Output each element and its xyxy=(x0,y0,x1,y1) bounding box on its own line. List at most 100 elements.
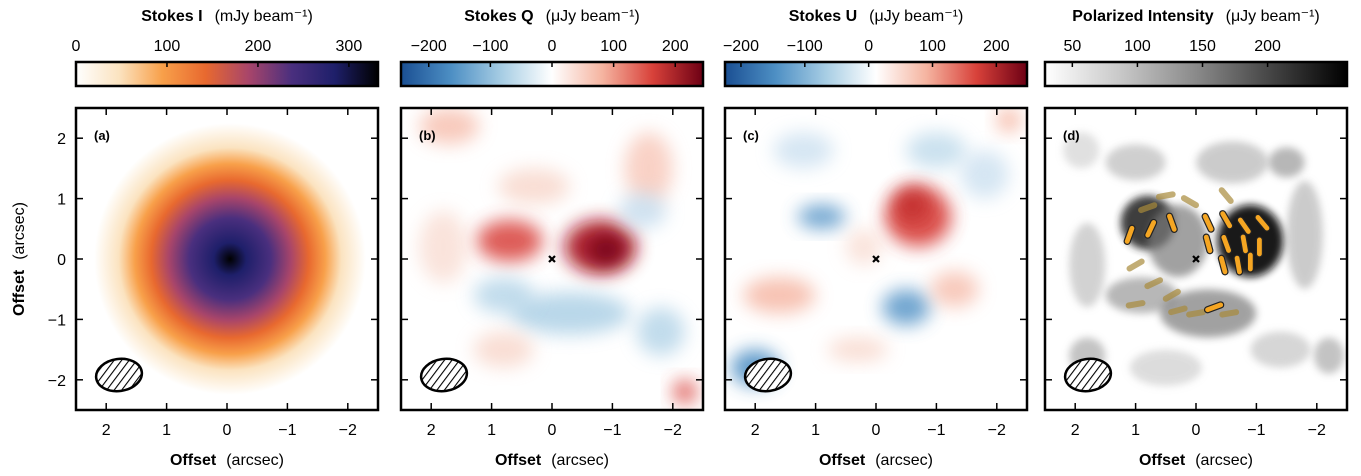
beam xyxy=(419,357,469,393)
polarization-vector xyxy=(1138,202,1158,214)
polarization-vector xyxy=(1255,236,1264,258)
x-tick-label: −1 xyxy=(1247,422,1265,439)
x-tick-label: 0 xyxy=(223,422,232,439)
x-tick-label: −2 xyxy=(339,422,357,439)
x-tick-label: 1 xyxy=(487,422,496,439)
y-tick-label: 1 xyxy=(57,192,66,209)
x-tick-label: 0 xyxy=(1192,422,1201,439)
colorbar-title-unit: (mJy beam⁻¹) xyxy=(215,8,313,25)
polarization-vector xyxy=(1201,212,1215,233)
emission xyxy=(773,132,834,169)
emission xyxy=(996,108,1021,133)
emission xyxy=(618,192,667,229)
colorbar xyxy=(1043,60,1349,88)
polarization-vector xyxy=(1144,218,1158,239)
colorbar-tick-label: 200 xyxy=(662,38,689,55)
colorbar-tick-label: 100 xyxy=(154,38,181,55)
x-axis-unit: (arcsec) xyxy=(551,452,609,469)
colorbar-tick-label: 100 xyxy=(919,38,946,55)
colorbar-title-name: Stokes I xyxy=(141,8,202,25)
colorbar-title-unit: (μJy beam⁻¹) xyxy=(546,8,640,25)
colorbar-tick-label: 200 xyxy=(983,38,1010,55)
colorbar-tick-label: 200 xyxy=(1254,38,1281,55)
colorbar-tick-label: 50 xyxy=(1063,38,1081,55)
emission xyxy=(419,210,468,283)
emission xyxy=(1250,331,1311,368)
emission xyxy=(882,289,931,326)
panel: 50 100 150 200 Polarized Intensity (μJy beam⁻… xyxy=(1043,8,1349,469)
polarization-vector xyxy=(1203,301,1225,314)
polarization-vector xyxy=(1165,212,1178,233)
emission xyxy=(419,108,480,145)
colorbar-tick-label: 100 xyxy=(1124,38,1151,55)
colorbar-title-name: Stokes Q xyxy=(464,8,533,25)
polarization-vector xyxy=(1186,309,1206,318)
y-axis-unit: (arcsec) xyxy=(11,202,28,260)
x-tick-label: 1 xyxy=(162,422,171,439)
emission xyxy=(476,219,543,262)
emission xyxy=(1160,289,1257,338)
colorbar-title-unit: (μJy beam⁻¹) xyxy=(1226,8,1320,25)
emission xyxy=(510,292,631,335)
polarization-vector xyxy=(1233,254,1244,276)
panel: −200 −100 0 100 200 Stokes U (μJy beam⁻¹) (c) 2 1… xyxy=(723,8,1029,469)
x-tick-label: 0 xyxy=(548,422,557,439)
colorbar xyxy=(723,60,1029,88)
x-axis-unit: (arcsec) xyxy=(1195,452,1253,469)
x-tick-label: 2 xyxy=(102,422,111,439)
polarization-vector xyxy=(1239,233,1250,255)
colorbar-title: Stokes I (mJy beam⁻¹) xyxy=(141,8,313,25)
emission xyxy=(1069,223,1106,308)
beam xyxy=(1063,357,1113,393)
polarization-vector xyxy=(1219,309,1240,318)
emission xyxy=(636,307,685,356)
beam xyxy=(94,357,144,393)
x-tick-label: −2 xyxy=(664,422,682,439)
center-marker xyxy=(548,255,556,263)
map xyxy=(76,108,378,410)
polarization-vector xyxy=(1126,258,1145,272)
colorbar-tick-label: 200 xyxy=(245,38,272,55)
emission xyxy=(845,228,882,265)
x-tick-label: 1 xyxy=(1131,422,1140,439)
center-marker xyxy=(872,255,880,263)
colorbar-tick-label: 150 xyxy=(1189,38,1216,55)
y-tick-label: −2 xyxy=(48,373,66,390)
y-axis-label: Offset (arcsec) xyxy=(11,202,28,316)
colorbar-title: Polarized Intensity (μJy beam⁻¹) xyxy=(1072,8,1320,25)
emission xyxy=(743,277,816,314)
emission xyxy=(906,132,967,169)
beam xyxy=(743,357,793,393)
polarization-vector xyxy=(1125,300,1146,309)
x-tick-label: −1 xyxy=(927,422,945,439)
emission xyxy=(1268,147,1305,178)
colorbar-title-name: Polarized Intensity xyxy=(1072,8,1213,25)
colorbar-tick-label: −200 xyxy=(723,38,759,55)
polarization-vector xyxy=(1218,187,1234,204)
colorbar-title: Stokes Q (μJy beam⁻¹) xyxy=(464,8,639,25)
emission xyxy=(1105,277,1178,314)
emission xyxy=(624,132,673,205)
colorbar-tick-label: 100 xyxy=(600,38,627,55)
emission xyxy=(672,379,697,404)
x-axis-label: Offset (arcsec) xyxy=(170,452,284,469)
emission xyxy=(894,186,931,223)
polarization-vector xyxy=(1220,233,1233,255)
map xyxy=(401,108,703,410)
emission xyxy=(1063,132,1100,169)
disk xyxy=(94,123,366,395)
map xyxy=(1045,108,1347,410)
emission xyxy=(497,168,570,205)
colorbar-title-unit: (μJy beam⁻¹) xyxy=(869,8,963,25)
x-axis-label: Offset (arcsec) xyxy=(819,452,933,469)
emission xyxy=(930,271,979,308)
polarization-vector xyxy=(1254,213,1271,232)
polarization-vector xyxy=(1162,288,1181,302)
y-tick-label: 2 xyxy=(57,131,66,148)
map xyxy=(725,108,1027,410)
y-tick-label: 0 xyxy=(57,252,66,269)
x-axis-name: Offset xyxy=(495,452,542,469)
colorbar-tick-label: −200 xyxy=(411,38,447,55)
colorbar-title-name: Stokes U xyxy=(789,8,857,25)
